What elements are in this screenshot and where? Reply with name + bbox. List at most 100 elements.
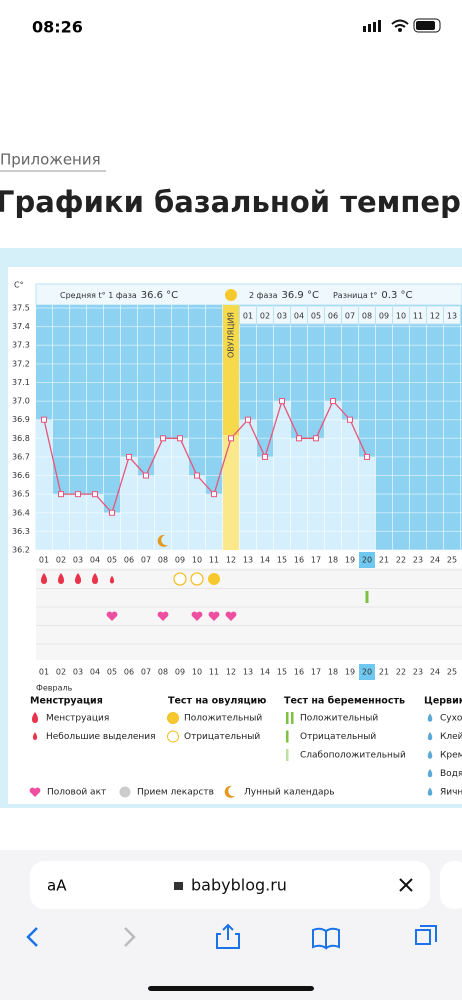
ovulation-positive-icon — [208, 573, 220, 585]
marker-area — [36, 568, 462, 660]
x-tick-label: 08 — [158, 556, 168, 565]
temperature-point — [347, 416, 353, 423]
x-tick-label-bottom: 12 — [226, 668, 236, 677]
x-tick-label-bottom: 15 — [277, 668, 287, 677]
ovulation-negative-icon — [173, 572, 187, 586]
x-tick-label: 12 — [226, 556, 236, 565]
legend-bar — [286, 749, 289, 761]
legend-drop — [32, 732, 38, 740]
legend-item: Яичн — [440, 788, 462, 798]
legend-cervix-icon — [427, 769, 433, 778]
x-tick-label: 14 — [260, 556, 270, 565]
url[interactable]: babyblog.ru — [191, 876, 287, 895]
x-tick-label-bottom: 17 — [311, 668, 321, 677]
legend-item: Небольшие выделения — [46, 732, 156, 742]
today-bottom — [359, 664, 375, 680]
next-tab[interactable] — [440, 861, 462, 909]
x-tick-label-bottom: 11 — [209, 668, 219, 677]
temperature-point — [75, 491, 81, 498]
legend-bar — [286, 730, 289, 743]
y-tick-label: 36.8 — [12, 434, 30, 443]
temperature-column — [341, 419, 359, 550]
y-tick-label: 36.4 — [12, 508, 30, 517]
address-bar[interactable] — [30, 861, 430, 909]
x-tick-label: 01 — [39, 556, 49, 565]
legend-cervix-icon — [427, 787, 433, 796]
phase2-day: 03 — [277, 312, 287, 321]
diff-text: Разница t° — [333, 291, 377, 300]
temperature-column — [256, 456, 274, 550]
x-tick-label: 04 — [90, 556, 100, 565]
legend: Менструация Менструация Небольшие выделени… — [29, 696, 462, 798]
legend-heart — [29, 787, 41, 797]
phase2-text: 2 фаза — [249, 291, 278, 300]
y-tick-label: 36.5 — [12, 490, 30, 499]
x-tick-label: 19 — [345, 556, 355, 565]
legend-bar — [291, 712, 294, 724]
x-tick-label-bottom: 13 — [243, 668, 253, 677]
share-button[interactable] — [216, 923, 240, 949]
phase2-day: 10 — [396, 312, 406, 321]
temperature-column — [239, 419, 257, 550]
legend-circle — [167, 712, 179, 724]
phase2-day: 13 — [447, 312, 457, 321]
pregnancy-negative-icon — [365, 591, 369, 603]
legend-bar — [286, 712, 289, 724]
x-tick-label: 24 — [430, 556, 440, 565]
temperature-point — [109, 509, 115, 516]
close-button[interactable] — [399, 878, 413, 892]
legend-item: Клей — [440, 732, 462, 742]
x-tick-label-bottom: 16 — [294, 668, 304, 677]
temperature-point — [92, 491, 98, 498]
back-button[interactable] — [26, 927, 38, 947]
lock-icon — [174, 882, 183, 890]
temperature-column — [358, 456, 376, 550]
phase2-value: 36.9 °C — [282, 290, 319, 301]
legend-moon — [224, 785, 235, 798]
legend-item: Менструация — [46, 714, 109, 724]
x-tick-label-bottom: 02 — [56, 668, 66, 677]
legend-bottom-item: Прием лекарств — [137, 788, 214, 798]
diff-value: 0.3 °C — [381, 290, 412, 301]
temperature-point — [211, 491, 217, 498]
legend-title: Тест на беременность — [284, 696, 405, 707]
x-tick-label-bottom: 20 — [362, 668, 372, 677]
x-tick-label-bottom: 04 — [90, 668, 100, 677]
legend-cervix-icon — [427, 732, 433, 741]
phase1-value: 36.6 °C — [141, 290, 178, 301]
x-tick-label-bottom: 22 — [396, 668, 406, 677]
intercourse-icon — [225, 611, 237, 621]
temperature-column — [35, 419, 53, 550]
phase2-day: 07 — [345, 312, 355, 321]
x-tick-label: 13 — [243, 556, 253, 565]
phase2-day: 09 — [379, 312, 389, 321]
x-tick-label-bottom: 01 — [39, 668, 49, 677]
temperature-point — [143, 472, 149, 479]
x-tick-label: 07 — [141, 556, 151, 565]
status-icons — [363, 18, 441, 33]
tabs-button[interactable] — [415, 925, 437, 945]
phase2-day: 08 — [362, 312, 372, 321]
text-size-button[interactable]: аА — [47, 877, 67, 895]
legend-drop — [32, 712, 38, 723]
x-tick-label: 22 — [396, 556, 406, 565]
bookmarks-button[interactable] — [312, 927, 340, 950]
temperature-point — [194, 472, 200, 479]
menstruation-icon — [92, 573, 98, 584]
x-tick-label-bottom: 23 — [413, 668, 423, 677]
spotting-icon — [109, 575, 115, 584]
breadcrumb[interactable]: Приложения — [0, 151, 101, 169]
temperature-point — [41, 416, 47, 423]
legend-item: Крем — [440, 751, 462, 761]
temperature-column — [52, 494, 70, 550]
temperature-column — [86, 494, 104, 550]
x-tick-label: 21 — [379, 556, 389, 565]
legend-bottom-item: Лунный календарь — [244, 788, 335, 798]
forward-button[interactable] — [124, 927, 136, 947]
phase2-label: 2 фаза 36.9 °C Разница t° 0.3 °C — [249, 290, 412, 301]
legend-pill — [119, 786, 131, 798]
temperature-column — [205, 494, 223, 550]
y-tick-label: 37.0 — [12, 397, 30, 406]
y-tick-label: 36.2 — [12, 546, 30, 555]
phase2-day: 05 — [311, 312, 321, 321]
